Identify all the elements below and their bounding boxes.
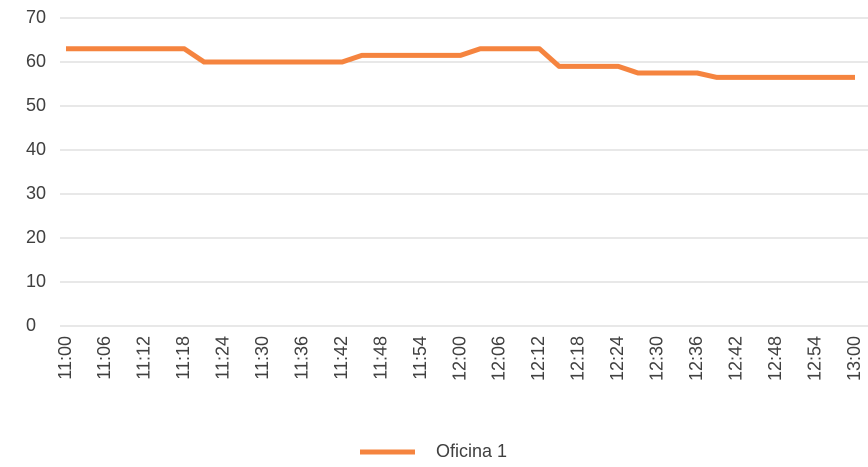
y-tick-label: 50 (26, 95, 46, 115)
x-tick-label: 12:48 (765, 336, 785, 381)
y-tick-label: 70 (26, 7, 46, 27)
x-tick-label: 11:12 (134, 336, 154, 380)
x-tick-label: 12:30 (647, 336, 667, 381)
x-tick-label: 12:18 (568, 336, 588, 381)
y-tick-label: 30 (26, 183, 46, 203)
legend-label: Oficina 1 (436, 441, 507, 461)
x-tick-label: 11:48 (370, 336, 390, 380)
series-line (66, 46, 855, 80)
x-tick-label: 12:42 (725, 336, 745, 381)
x-tick-label: 11:36 (291, 336, 311, 380)
y-tick-label: 20 (26, 227, 46, 247)
x-tick-label: 11:06 (94, 336, 114, 380)
x-tick-label: 12:00 (449, 336, 469, 381)
x-tick-label: 12:06 (489, 336, 509, 381)
y-tick-label: 10 (26, 271, 46, 291)
x-tick-label: 12:24 (607, 336, 627, 381)
x-tick-label: 11:54 (410, 336, 430, 380)
x-tick-label: 11:00 (55, 336, 75, 380)
x-tick-label: 11:18 (173, 336, 193, 380)
x-tick-label: 13:00 (844, 336, 864, 381)
y-tick-label: 60 (26, 51, 46, 71)
x-tick-label: 12:36 (686, 336, 706, 381)
x-tick-label: 11:30 (252, 336, 272, 380)
x-tick-label: 12:54 (804, 336, 824, 381)
x-tick-label: 11:42 (331, 336, 351, 380)
y-tick-label: 40 (26, 139, 46, 159)
x-tick-label: 12:12 (528, 336, 548, 381)
x-tick-label: 11:24 (213, 336, 233, 380)
y-tick-label: 0 (26, 315, 36, 335)
